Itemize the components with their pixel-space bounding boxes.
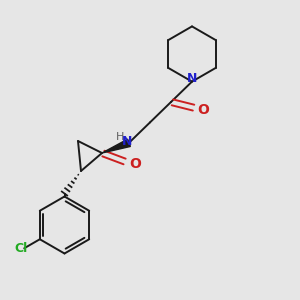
Text: O: O xyxy=(197,103,209,116)
Text: N: N xyxy=(122,135,132,148)
Text: O: O xyxy=(129,157,141,170)
Polygon shape xyxy=(102,139,130,153)
Text: Cl: Cl xyxy=(15,242,28,255)
Text: N: N xyxy=(187,71,197,85)
Text: H: H xyxy=(116,132,124,142)
